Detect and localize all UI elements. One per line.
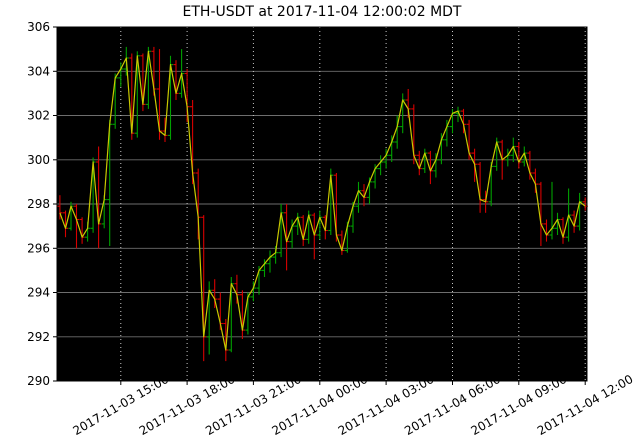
- y-tick-label: 292: [27, 330, 50, 344]
- plot-border: [56, 26, 588, 382]
- y-tick-label: 300: [27, 153, 50, 167]
- close-price-line: [59, 50, 586, 351]
- y-tick-label: 296: [27, 241, 50, 255]
- y-tick-label: 294: [27, 286, 50, 300]
- y-tick-label: 290: [27, 374, 50, 388]
- y-tick-label: 306: [27, 20, 50, 34]
- y-tick-label: 298: [27, 197, 50, 211]
- y-tick-label: 302: [27, 109, 50, 123]
- y-tick-label: 304: [27, 64, 50, 78]
- chart-title: ETH-USDT at 2017-11-04 12:00:02 MDT: [182, 4, 462, 20]
